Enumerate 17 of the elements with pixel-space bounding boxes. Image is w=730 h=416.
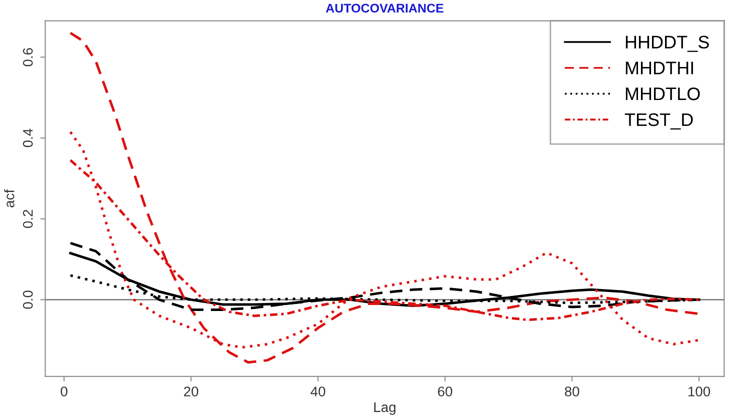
y-tick-label: 0.2 — [22, 210, 33, 228]
x-axis-title: Lag — [374, 402, 396, 415]
legend-label: TEST_D — [624, 113, 693, 130]
legend-label: MHDTLO — [626, 87, 700, 100]
legend-label: HHDDT_S — [626, 36, 709, 52]
y-axis-title: acf — [4, 189, 14, 208]
x-tick-label: 20 — [184, 386, 198, 396]
legend-label: MHDTHI — [626, 62, 693, 74]
x-tick-label: 100 — [688, 386, 710, 396]
x-tick-label: 60 — [438, 386, 452, 396]
y-tick-label: 0.4 — [22, 128, 33, 148]
chart-title: AUTOCOVARIANCE — [326, 4, 444, 13]
x-tick-label: 40 — [310, 386, 326, 396]
x-tick-label: 0 — [60, 386, 68, 396]
y-tick-label: 0.0 — [22, 290, 33, 309]
x-tick-label: 80 — [564, 386, 580, 396]
y-tick-label: 0.6 — [22, 48, 33, 66]
